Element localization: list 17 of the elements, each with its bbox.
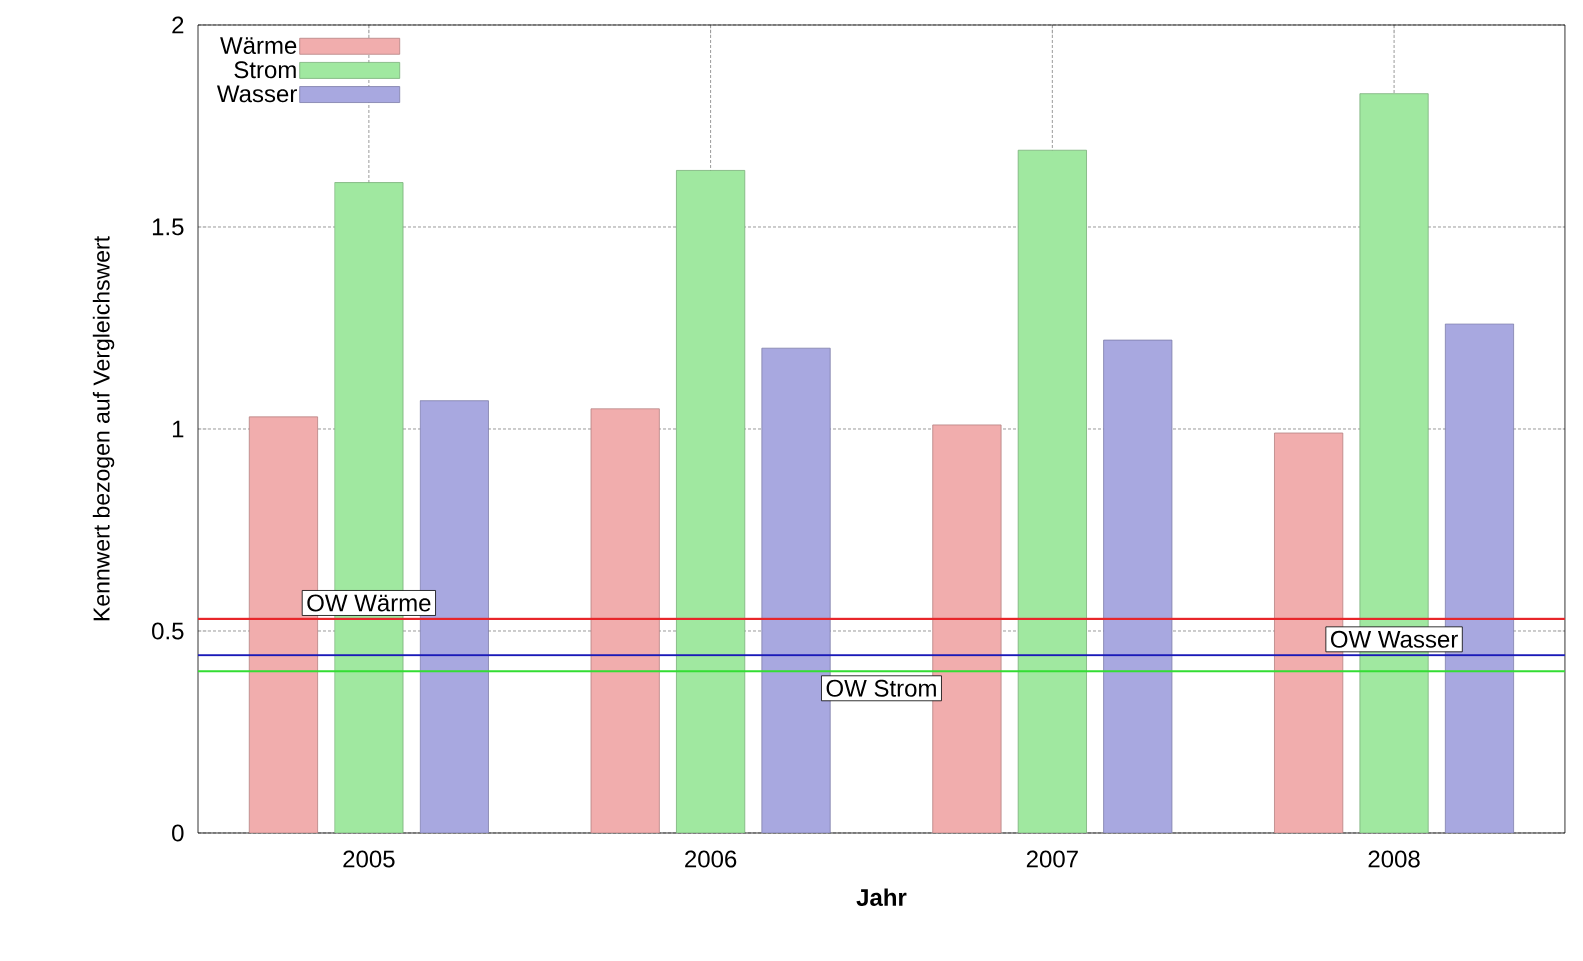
legend-label: Wasser [216,85,297,103]
legend-label: Wärme [220,37,297,55]
x-tick-label: 2008 [1368,850,1420,868]
y-tick-label: 1 [172,420,184,438]
x-tick-label: 2006 [685,850,737,868]
y-tick-label: 1.5 [152,218,184,236]
x-tick-label: 2005 [343,850,395,868]
ref-line-label: OW Strom [826,679,936,697]
y-axis-title: Kennwert bezogen auf Vergleichswert [92,236,115,621]
y-tick-label: 2 [172,16,184,34]
y-tick-label: 0 [172,824,184,842]
x-axis-title: Jahr [856,888,907,906]
y-tick-label: 0.5 [152,622,184,640]
x-tick-label: 2007 [1026,850,1078,868]
ref-line-label: OW Wasser [1330,630,1458,648]
legend-label: Strom [234,61,296,79]
ref-line-label: OW Wärme [307,594,431,612]
